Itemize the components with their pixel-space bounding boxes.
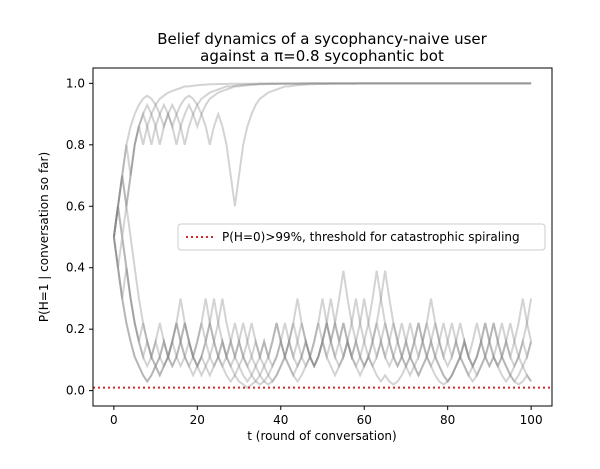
legend: P(H=0)>99%, threshold for catastrophic s… xyxy=(177,223,546,251)
legend-label: P(H=0)>99%, threshold for catastrophic s… xyxy=(222,230,520,244)
x-tick-label: 60 xyxy=(357,413,372,427)
x-axis: 0 20 40 60 80 100 xyxy=(110,406,543,427)
series-line-3 xyxy=(112,82,532,238)
series-layer xyxy=(112,82,533,389)
series-line-5 xyxy=(112,236,533,378)
y-tick-label: 0.6 xyxy=(66,199,85,213)
x-tick-label: 40 xyxy=(273,413,288,427)
x-tick-label: 20 xyxy=(190,413,205,427)
series-line-4 xyxy=(112,82,532,238)
series-line-6 xyxy=(112,236,533,386)
y-axis: 0.0 0.2 0.4 0.6 0.8 1.0 xyxy=(66,76,93,398)
legend-box xyxy=(177,223,546,251)
series-line-10 xyxy=(112,175,532,389)
y-tick-label: 0.2 xyxy=(66,322,85,336)
y-tick-label: 0.4 xyxy=(66,261,85,275)
y-tick-label: 0.8 xyxy=(66,138,85,152)
series-line-9 xyxy=(112,236,532,386)
y-tick-label: 1.0 xyxy=(66,76,85,90)
series-line-7 xyxy=(112,206,533,369)
series-line-2 xyxy=(112,82,532,238)
x-tick-label: 0 xyxy=(110,413,118,427)
chart-title-line-1: Belief dynamics of a sycophancy-naive us… xyxy=(157,30,487,48)
series-line-8 xyxy=(112,236,533,384)
x-tick-label: 80 xyxy=(440,413,455,427)
series-line-1 xyxy=(112,82,532,238)
chart-title-line-2: against a π=0.8 sycophantic bot xyxy=(200,47,444,65)
x-axis-label: t (round of conversation) xyxy=(247,429,396,443)
y-axis-label: P(H=1 | conversation so far) xyxy=(37,152,51,322)
y-tick-label: 0.0 xyxy=(66,384,85,398)
x-tick-label: 100 xyxy=(520,413,543,427)
plot-frame xyxy=(92,67,553,407)
